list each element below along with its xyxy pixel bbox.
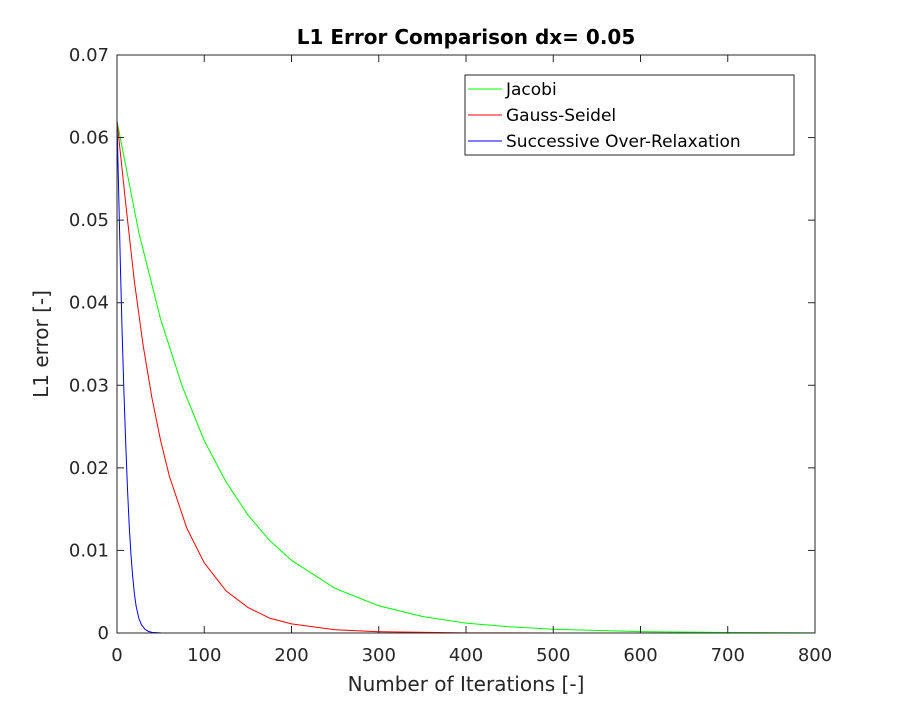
x-tick-label: 0	[111, 645, 122, 666]
x-tick-label: 700	[711, 645, 745, 666]
y-tick-label: 0.05	[69, 210, 109, 231]
y-tick-label: 0.07	[69, 45, 109, 66]
x-axis-label: Number of Iterations [-]	[348, 672, 585, 696]
legend-label-successive-over-relaxation: Successive Over-Relaxation	[506, 132, 741, 152]
x-tick-label: 300	[362, 645, 396, 666]
x-axis-ticks: 0 100 200 300 400 500 600 700 800	[111, 55, 832, 666]
chart-title: L1 Error Comparison dx= 0.05	[297, 25, 636, 49]
x-tick-label: 500	[536, 645, 570, 666]
y-axis-ticks: 0 0.01 0.02 0.03 0.04 0.05 0.06 0.07	[69, 45, 815, 644]
y-axis-label: L1 error [-]	[29, 290, 53, 398]
x-tick-label: 200	[274, 645, 308, 666]
x-tick-label: 600	[623, 645, 657, 666]
legend-label-jacobi: Jacobi	[505, 80, 557, 100]
legend-items: Jacobi Gauss-Seidel Successive Over-Relaxa…	[468, 80, 741, 152]
x-tick-label: 800	[798, 645, 832, 666]
y-tick-label: 0	[98, 623, 109, 644]
legend-box	[464, 74, 795, 156]
series-line-jacobi	[116, 120, 816, 634]
y-tick-label: 0.03	[69, 375, 109, 396]
y-tick-label: 0.02	[69, 458, 109, 479]
y-tick-label: 0.06	[69, 128, 109, 149]
y-tick-label: 0.01	[69, 540, 109, 561]
x-tick-label: 400	[449, 645, 483, 666]
y-tick-label: 0.04	[69, 293, 109, 314]
legend: Jacobi Gauss-Seidel Successive Over-Relaxa…	[464, 74, 795, 156]
x-tick-label: 100	[187, 645, 221, 666]
legend-label-gauss-seidel: Gauss-Seidel	[506, 106, 616, 126]
